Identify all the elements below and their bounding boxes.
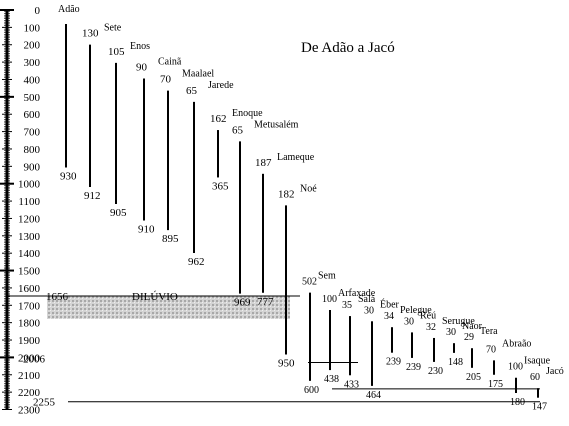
axis-tick-label: 1600: [18, 283, 41, 295]
lifespan-label: 905: [110, 207, 127, 219]
flood-label: DILÚVIO: [132, 291, 178, 303]
axis-tick-label: 1200: [18, 213, 41, 225]
father-age-label: 65: [232, 124, 244, 136]
axis-tick-label: 1700: [18, 300, 41, 312]
patriarch-name: Jarede: [208, 80, 234, 91]
axis-tick-label: 1100: [18, 196, 40, 208]
father-age-label: 70: [486, 344, 496, 355]
father-age-label: 34: [384, 311, 394, 322]
axis-tick-label: 1300: [18, 231, 41, 243]
patriarch-name: Cainã: [158, 56, 182, 67]
father-age-label: 187: [255, 157, 272, 169]
patriarch-name: Abraão: [502, 338, 531, 349]
lifespan-label: 930: [60, 171, 77, 183]
lifespan-label: 230: [428, 366, 443, 377]
father-age-label: 105: [108, 46, 125, 58]
father-age-label: 182: [278, 188, 295, 200]
patriarch-name: Jacó: [546, 366, 564, 377]
year-markers: 2006 2255: [23, 353, 540, 409]
lifespan-label: 969: [234, 297, 251, 309]
axis-tick-label: 100: [24, 22, 41, 34]
father-age-label: 35: [342, 300, 352, 311]
patriarch-name: Arfaxade: [338, 288, 376, 299]
axis-tick-label: 2000: [18, 352, 41, 364]
lifespan-label: 147: [532, 402, 547, 413]
axis-tick-label: 1500: [18, 266, 41, 278]
patriarch-name: Tera: [480, 326, 498, 337]
father-age-label: 30: [404, 316, 414, 327]
axis-tick-label: 1800: [18, 318, 41, 330]
axis-tick-label: 1400: [18, 248, 41, 260]
axis-tick-label: 1900: [18, 335, 41, 347]
lifespan-label: 600: [304, 385, 319, 396]
diagram-title: De Adão a Jacó: [301, 40, 395, 56]
lifespan-label: 912: [84, 190, 101, 202]
lifespan-label: 239: [406, 362, 421, 373]
patriarch-name: Sem: [318, 271, 336, 282]
flood-year-label: 1656: [46, 291, 69, 303]
lifelines: Adão 930 130 Sete 912 105 Enos 905 90 Cainã 910 70 M…: [58, 4, 564, 413]
lifespan-label: 438: [324, 374, 339, 385]
father-age-label: 90: [136, 61, 148, 73]
patriarch-name: Salá: [358, 294, 376, 305]
patriarch-name: Metusalém: [254, 119, 299, 130]
axis-tick-label: 900: [24, 161, 41, 173]
patriarch-name: Enos: [130, 41, 150, 52]
lifespan-label: 962: [188, 256, 205, 268]
father-age-label: 30: [364, 305, 374, 316]
lifespan-label: 180: [510, 397, 525, 408]
lifespan-label: 175: [488, 379, 503, 390]
axis-tick-label: 200: [24, 40, 41, 52]
lifespan-label: 464: [366, 390, 381, 401]
axis-tick-label: 0: [35, 5, 41, 17]
father-age-label: 130: [82, 28, 99, 40]
father-age-label: 100: [322, 294, 337, 305]
axis-tick-label: 500: [24, 92, 41, 104]
patriarch-name: Noé: [300, 183, 317, 194]
lifespan-label: 777: [257, 296, 274, 308]
lifespan-label: 895: [162, 233, 179, 245]
patriarch-name: Maalael: [182, 69, 214, 80]
lifespan-label: 148: [448, 357, 463, 368]
axis-tick-label: 2300: [18, 405, 41, 417]
lifespan-label: 205: [466, 372, 481, 383]
father-age-label: 70: [160, 74, 172, 86]
father-age-label: 29: [464, 332, 474, 343]
father-age-label: 65: [186, 85, 198, 97]
patriarch-name: Naor: [462, 321, 483, 332]
patriarch-name: Lameque: [277, 152, 315, 163]
axis-tick-label: 800: [24, 144, 41, 156]
axis-tick-label: 1000: [18, 179, 41, 191]
flood-zone: [47, 296, 290, 319]
father-age-label: 32: [426, 322, 436, 333]
patriarch-name: Adão: [58, 4, 80, 15]
axis-tick-label: 300: [24, 57, 41, 69]
lifespan-label: 239: [386, 357, 401, 368]
father-age-label: 30: [446, 327, 456, 338]
father-age-label: 162: [210, 113, 227, 125]
patriarch-name: Éber: [380, 298, 400, 310]
lifespan-label: 950: [278, 357, 295, 369]
patriarch-name: Reú: [420, 310, 436, 321]
axis-tick-label: 2100: [18, 370, 41, 382]
patriarch-name: Isaque: [524, 356, 551, 367]
father-age-label: 100: [508, 362, 523, 373]
patriarch-name: Enoque: [232, 108, 263, 119]
lifespan-label: 365: [212, 180, 229, 192]
year-marker-label: 2255: [33, 397, 56, 409]
father-age-label: 60: [530, 372, 540, 383]
lifespan-label: 910: [138, 224, 155, 236]
lifespan-label: 433: [344, 379, 359, 390]
year-marker-label: 2006: [23, 353, 46, 365]
patriarch-name: Pelegue: [400, 305, 432, 316]
axis-tick-label: 400: [24, 74, 41, 86]
axis-ticks: 0 100 200 300 400 500 600 700 800 900 1000 1100 1200…: [0, 5, 41, 417]
axis-tick-label: 700: [24, 127, 41, 139]
axis-tick-label: 2200: [18, 387, 41, 399]
patriarch-name: Serugue: [442, 316, 475, 327]
axis-tick-label: 600: [24, 109, 41, 121]
patriarch-name: Sete: [104, 23, 122, 34]
father-age-label: 502: [302, 277, 317, 288]
